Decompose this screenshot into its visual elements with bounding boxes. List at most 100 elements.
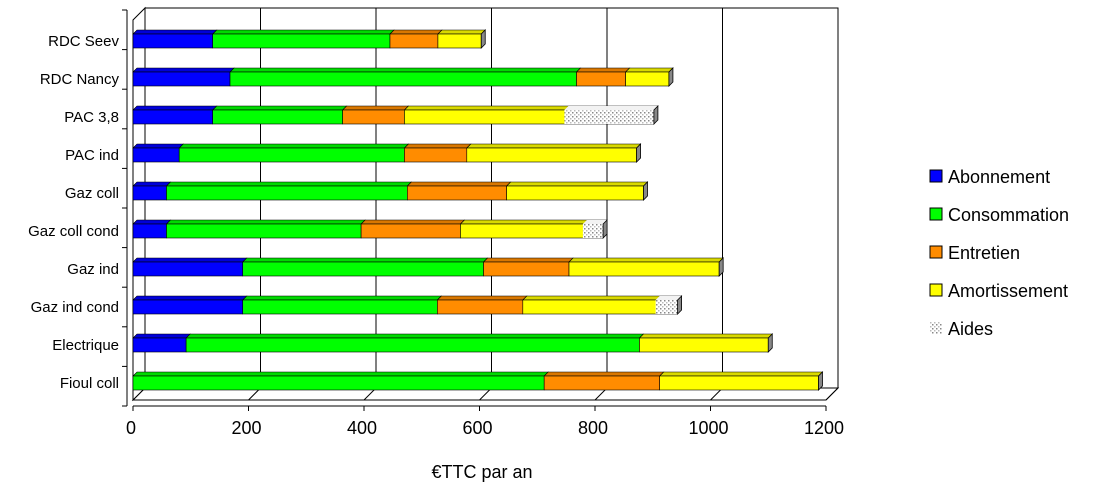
bar-top-face [132,219,172,225]
gridline-floor [825,387,839,401]
bar-top-face [132,181,172,187]
x-tick-label: 400 [347,418,377,438]
bar-front-face [466,147,637,163]
bar-front-face [568,261,720,277]
bar-segment [229,67,582,87]
legend-label: Abonnement [948,167,1050,187]
bar-top-face [568,257,724,263]
bar-front-face [404,147,468,163]
y-tick-label: PAC ind [65,147,119,164]
bar-front-face [178,147,405,163]
bar-end-cap [818,371,823,391]
bar-segment [165,181,413,201]
bar-top-face [582,220,608,224]
bar-end-cap [677,295,682,315]
bar-segment [132,29,218,49]
bar-segment [132,295,248,315]
bar-front-face [132,299,244,315]
legend: Abonnement Consommation Entretien Amortisse… [929,167,1069,339]
bar-segment [436,295,528,315]
y-tick-label: Fioul coll [60,375,119,392]
bar-front-face [437,299,524,315]
bar-top-face [360,219,466,225]
bar-top-face [505,181,649,187]
bar-top-face [658,371,824,377]
bar-front-face [242,261,484,277]
bar-segment [406,181,512,201]
bar-front-face [132,337,187,353]
bar-front-face [132,147,180,163]
bar-end-cap [668,67,674,87]
bar-top-face [655,296,682,300]
bar-segment [403,143,472,163]
bar-segment [242,295,443,315]
bar-top-face [229,67,582,73]
bar-segment [658,371,824,391]
bar-front-face [132,261,244,277]
bar-top-face [132,333,191,339]
bar-front-face [655,300,678,314]
x-tick-label: 600 [462,418,492,438]
bar-segment [389,29,443,49]
bar-front-face [625,71,670,87]
bar-segment [132,371,549,391]
bar-end-cap [643,181,648,201]
bar-segment [655,296,682,314]
legend-label: Entretien [948,243,1020,263]
bar-segment [564,106,658,124]
bar-top-face [482,257,574,263]
bar-front-face [132,33,213,49]
bar-front-face [576,71,626,87]
bar-front-face [582,224,604,238]
bar-top-face [638,333,773,339]
bar-top-face [132,295,248,301]
bar-segment [132,257,248,277]
bar-segment [638,333,773,353]
bar-segment [624,67,674,87]
bar-segment [132,333,191,353]
legend-swatch [929,207,943,221]
legend-label: Consommation [948,205,1069,225]
bar-top-face [132,371,549,377]
bar-top-face [242,295,443,301]
bar-segment [568,257,724,277]
x-tick-label: 200 [231,418,261,438]
bar-front-face [543,375,660,391]
bar-front-face [212,33,391,49]
x-tick-label: 1000 [688,418,728,438]
bar-segment [505,181,649,201]
bar-front-face [185,337,640,353]
bar-top-face [132,105,218,111]
x-axis-title: €TTC par an [431,462,532,482]
y-tick-label: Electrique [52,337,119,354]
bar-top-face [564,106,658,110]
x-tick-label: 800 [578,418,608,438]
bar-end-cap [718,257,724,277]
y-tick-label: Gaz coll [65,185,119,202]
y-tick-label: RDC Nancy [40,71,120,88]
bar-front-face [242,299,438,315]
bar-front-face [132,375,545,391]
bar-front-face [437,33,482,49]
bar-front-face [166,185,408,201]
legend-label: Amortissement [948,281,1068,301]
bar-top-face [165,219,366,225]
legend-swatch [929,169,943,183]
bar-segment [575,67,631,87]
bar-top-face [389,29,443,35]
bar-front-face [360,223,461,239]
bar-top-face [242,257,489,263]
bar-front-face [389,33,439,49]
bar-segment [132,219,172,239]
bar-segment [360,219,466,239]
y-tick-label: Gaz ind cond [31,299,119,316]
bar-top-face [543,371,665,377]
legend-swatch [929,283,943,297]
bar-segment [165,219,366,239]
bar-segment [242,257,489,277]
bar-segment [437,29,486,49]
bar-segment [211,105,348,125]
x-tick-label: 1200 [804,418,844,438]
